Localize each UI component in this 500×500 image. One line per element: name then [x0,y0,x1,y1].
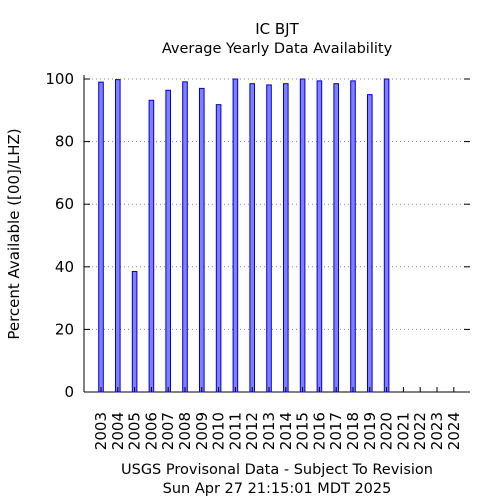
y-tick-label: 40 [55,258,74,276]
bar-2018 [350,80,356,393]
x-tick-label: 2022 [411,412,429,450]
y-tick-label: 0 [64,383,74,401]
bar-2010 [215,104,222,393]
x-tick-label: 2013 [260,412,278,450]
x-tick-label: 2018 [344,412,362,450]
bar-2003 [98,81,104,393]
bar-2011 [232,78,239,393]
x-tick-label: 2020 [378,412,396,450]
chart-title: IC BJT [255,20,299,38]
x-tick-label: 2015 [294,412,312,450]
bar-2007 [165,89,171,393]
x-tick-label: 2023 [428,412,446,450]
bar-2008 [182,81,188,393]
x-tick-label: 2006 [142,412,160,450]
x-tick-label: 2009 [193,412,211,450]
bar-2016 [316,80,323,393]
bar-2019 [367,94,373,393]
bar-2020 [383,78,390,393]
x-tick-label: 2003 [92,412,110,450]
x-tick-label: 2024 [445,412,463,450]
x-tick-label: 2021 [394,412,412,450]
bar-2004 [115,79,121,393]
bar-2012 [249,83,255,393]
x-tick-label: 2014 [277,412,295,450]
x-tick-label: 2007 [159,412,177,450]
x-tick-label: 2012 [243,412,261,450]
x-tick-label: 2017 [327,412,345,450]
y-tick-label: 20 [55,320,74,338]
bar-2015 [299,78,306,393]
bar-2005 [131,270,138,393]
timestamp-footer: Sun Apr 27 21:15:01 MDT 2025 [163,481,392,497]
x-tick-label: 2008 [176,412,194,450]
x-tick-label: 2016 [310,412,328,450]
y-tick-label: 80 [55,133,74,151]
x-tick-label: 2010 [210,412,228,450]
x-axis-label: USGS Provisonal Data - Subject To Revisi… [121,462,433,478]
chart-subtitle: Average Yearly Data Availability [162,41,393,57]
x-tick-label: 2019 [361,412,379,450]
x-tick-label: 2004 [109,412,127,450]
y-axis-label: Percent Available ([00]/LHZ) [5,128,23,339]
bar-2017 [333,83,339,393]
y-tick-label: 60 [55,195,74,213]
x-tick-label: 2005 [126,412,144,450]
x-tick-label: 2011 [226,412,244,450]
y-tick-label: 100 [45,70,74,88]
bar-2014 [283,83,289,393]
bar-2009 [199,87,205,393]
bar-2006 [148,99,155,393]
bar-2013 [266,84,272,393]
